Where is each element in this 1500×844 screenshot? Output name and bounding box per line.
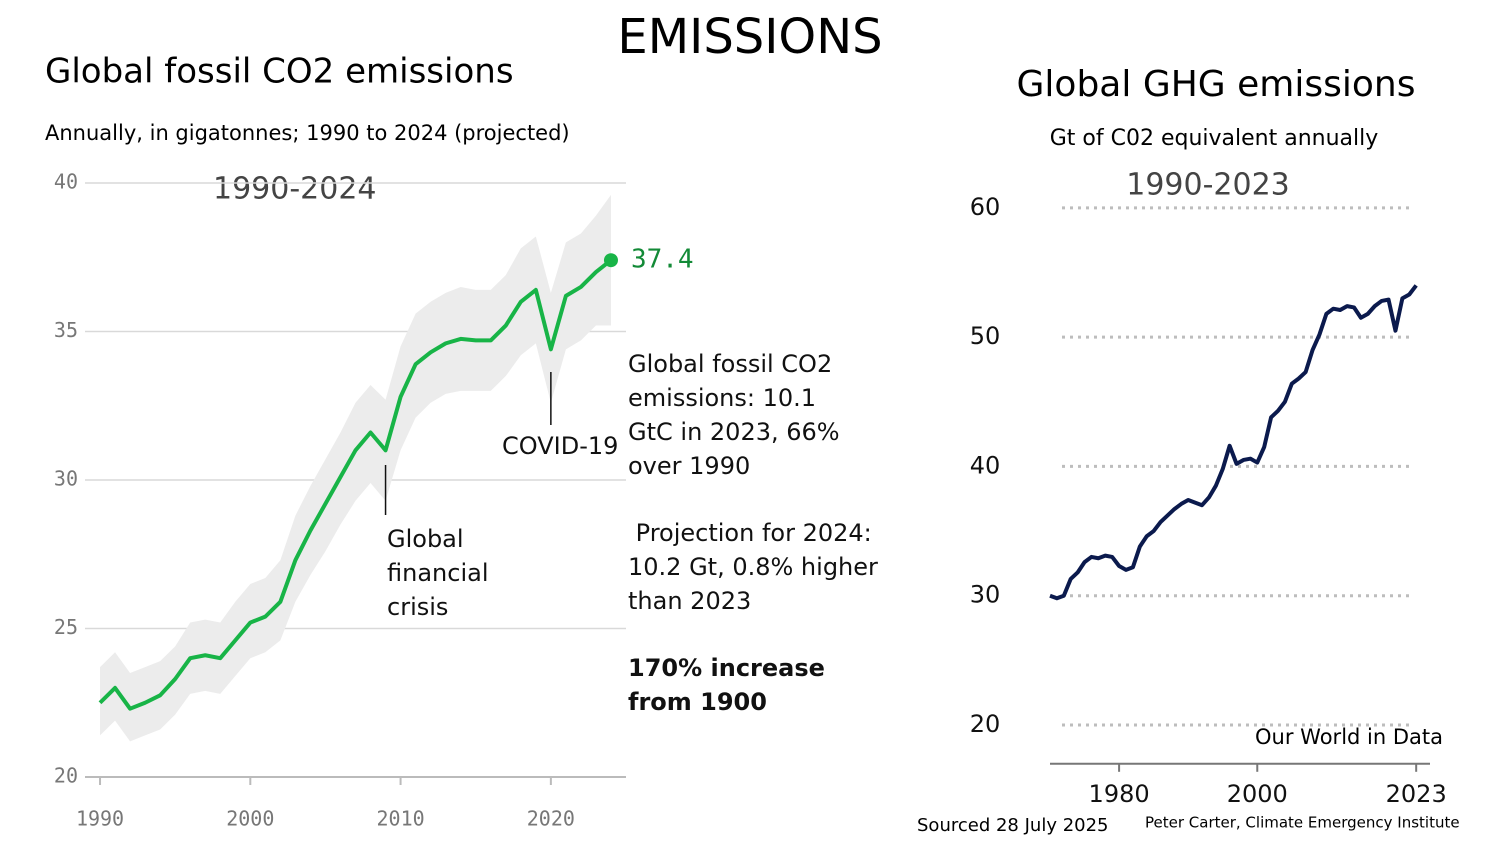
- x-tick-label: 1990: [76, 807, 124, 831]
- page-title: EMISSIONS: [617, 9, 882, 65]
- end-point: [603, 253, 618, 268]
- y-tick-label: 35: [54, 318, 78, 342]
- y-tick-label: 60: [970, 193, 1001, 221]
- annotation: COVID-19: [502, 432, 619, 460]
- footer-credit: Peter Carter, Climate Emergency Institut…: [1145, 814, 1460, 832]
- y-tick-label: 50: [970, 322, 1001, 350]
- y-tick-label: 40: [54, 170, 78, 194]
- x-tick-label: 2000: [226, 807, 274, 831]
- note: Global fossil CO2 emissions: 10.1 GtC in…: [628, 350, 848, 480]
- footer-sourced: Sourced 28 July 2025: [917, 815, 1109, 836]
- y-tick-label: 25: [54, 615, 78, 639]
- x-tick-label: 2023: [1386, 780, 1447, 808]
- chart-subtitle: Gt of C02 equivalent annually: [1050, 126, 1379, 151]
- uncertainty-band: [100, 194, 611, 742]
- value-label: 37.4: [631, 245, 694, 275]
- period-label: 1990-2024: [213, 172, 377, 207]
- chart-title: Global GHG emissions: [1017, 64, 1416, 105]
- y-tick-label: 20: [54, 764, 78, 788]
- source: Our World in Data: [1255, 725, 1443, 749]
- annotation: Global financial crisis: [387, 525, 497, 621]
- x-tick-label: 1980: [1089, 780, 1150, 808]
- x-tick-label: 2000: [1227, 780, 1288, 808]
- y-tick-label: 30: [54, 467, 78, 491]
- y-tick-label: 40: [970, 451, 1001, 479]
- note: Projection for 2024: 10.2 Gt, 0.8% highe…: [628, 519, 886, 615]
- note: 170% increase from 1900: [628, 654, 834, 716]
- x-tick-label: 2020: [527, 807, 575, 831]
- y-tick-label: 30: [970, 581, 1001, 609]
- y-tick-label: 20: [970, 710, 1001, 738]
- x-tick-label: 2010: [376, 807, 424, 831]
- data-line: [98, 258, 613, 711]
- chart-subtitle: Annually, in gigatonnes; 1990 to 2024 (p…: [45, 121, 570, 145]
- chart-title: Global fossil CO2 emissions: [45, 52, 514, 92]
- period-label: 1990-2023: [1126, 168, 1290, 203]
- data-line: [1049, 284, 1418, 601]
